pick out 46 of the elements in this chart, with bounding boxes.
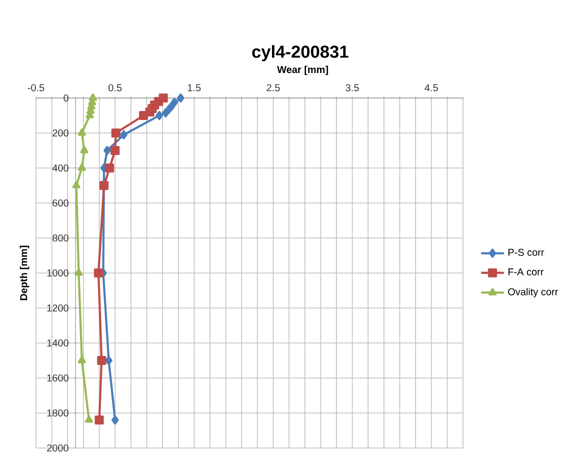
point (170, 98, 178, 107)
point (111, 128, 120, 138)
x-tick-label: 2.5 (266, 84, 280, 92)
y-tick-label: 0 (64, 94, 68, 102)
x-tick-label: 3.5 (346, 84, 359, 92)
point (99, 180, 109, 190)
legend-label: P-S corr (508, 248, 544, 256)
y-tick-label: 1400 (47, 339, 68, 347)
y-tick-label: 1800 (47, 409, 68, 417)
point (104, 146, 111, 156)
x-tick-label: 1.5 (188, 84, 201, 92)
point (162, 108, 170, 118)
y-axis-title: Depth [mm] (20, 246, 30, 300)
point (177, 93, 184, 103)
point (94, 415, 104, 425)
point (111, 415, 119, 425)
x-tick-label: 4.5 (424, 84, 438, 92)
y-tick-label: 1600 (47, 374, 68, 382)
chart-title: cyl4-200831 (252, 45, 348, 62)
point (72, 180, 80, 188)
point (80, 146, 88, 154)
legend-label: F-A corr (508, 268, 544, 276)
point (110, 146, 120, 156)
point (78, 163, 86, 171)
point (97, 356, 106, 366)
point (74, 268, 83, 276)
x-axis-title: Wear [mm] (277, 66, 328, 76)
y-tick-label: 200 (52, 129, 68, 137)
y-tick-label: 800 (52, 234, 68, 242)
point (105, 163, 114, 173)
point (139, 110, 148, 120)
point (78, 128, 86, 136)
point (105, 356, 112, 366)
x-tick-label: -0.5 (28, 84, 44, 92)
y-tick-label: 1000 (47, 269, 68, 277)
point (156, 110, 164, 120)
legend-label: Ovality corr (508, 288, 558, 298)
point (84, 415, 94, 423)
y-tick-label: 2000 (47, 444, 68, 452)
y-tick-label: 1200 (47, 304, 68, 312)
point (94, 268, 104, 278)
y-tick-label: 400 (52, 164, 68, 172)
point (78, 356, 86, 364)
point (120, 130, 128, 140)
y-tick-label: 600 (52, 199, 68, 207)
x-tick-label: 0.5 (108, 84, 122, 92)
